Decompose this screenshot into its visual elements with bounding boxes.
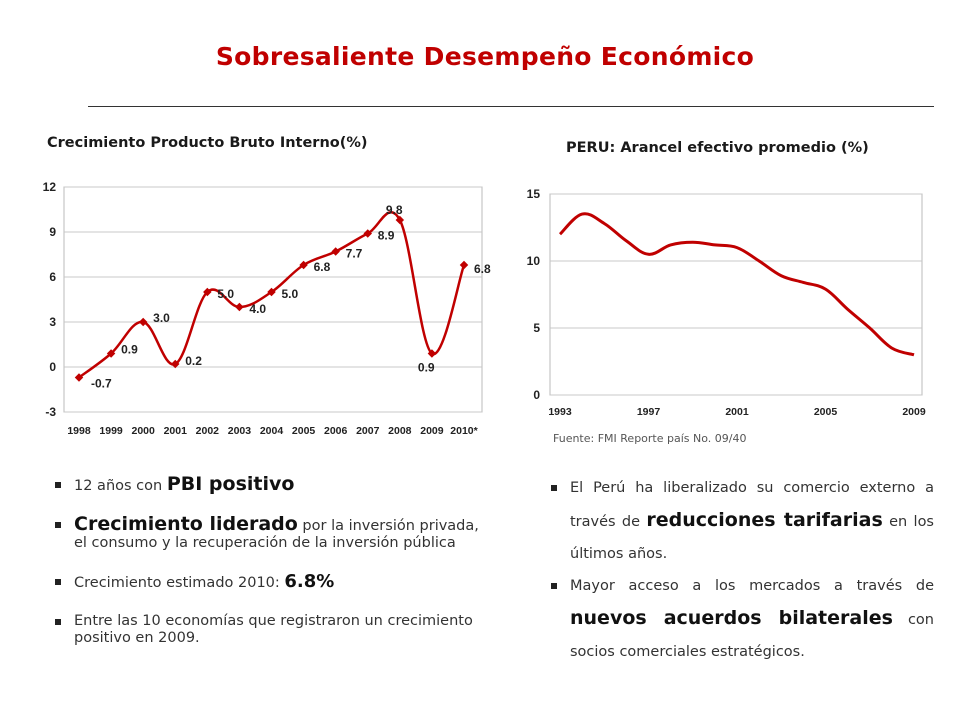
gdp-x-tick-label: 2007 xyxy=(356,425,380,437)
gdp-point xyxy=(363,229,372,238)
gdp-point xyxy=(427,349,437,358)
tariff-x-tick-label: 2001 xyxy=(725,406,749,418)
gdp-data-label: 9.8 xyxy=(386,203,403,217)
gdp-point xyxy=(299,260,308,270)
gdp-x-tick-label: 2005 xyxy=(292,425,316,437)
tariff-series-line xyxy=(558,212,915,357)
gdp-y-tick-label: 6 xyxy=(49,270,56,284)
gdp-x-tick-label: 2006 xyxy=(324,425,348,437)
tariff-x-tick-label: 2005 xyxy=(814,406,838,418)
bullet-item: 12 años con PBI positivo xyxy=(52,475,492,495)
tariff-y-tick-label: 10 xyxy=(527,254,541,268)
tariff-y-tick-label: 15 xyxy=(527,187,541,201)
gdp-bullet-list: 12 años con PBI positivo Crecimiento lid… xyxy=(52,475,492,668)
title-divider xyxy=(88,106,934,107)
gdp-point xyxy=(459,260,469,270)
tariff-chart: 15 10 5 0 1993 1997 2001 2005 2009 xyxy=(527,187,926,418)
bullet-item: El Perú ha liberalizado su comercio exte… xyxy=(548,472,934,570)
gdp-point xyxy=(138,317,148,327)
gdp-x-tick-label: 2009 xyxy=(420,425,444,437)
gdp-y-tick-label: 3 xyxy=(49,315,56,329)
gdp-x-tick-label: 2003 xyxy=(228,425,252,437)
tariff-chart-title: PERU: Arancel efectivo promedio (%) xyxy=(566,140,869,156)
gdp-x-tick-label: 2010* xyxy=(450,425,478,437)
tariff-y-tick-label: 0 xyxy=(533,388,540,402)
gdp-point xyxy=(171,359,180,369)
bullet-item: Mayor acceso a los mercados a través de … xyxy=(548,570,934,668)
gdp-point xyxy=(203,287,212,297)
gdp-x-tick-label: 1999 xyxy=(99,425,123,437)
gdp-point xyxy=(267,287,276,297)
bullet-item: Crecimiento liderado por la inversión pr… xyxy=(52,515,492,552)
tariff-x-tick-label: 1997 xyxy=(637,406,661,418)
gdp-plot-area xyxy=(63,186,483,413)
gdp-y-tick-label: 9 xyxy=(49,225,56,239)
gdp-x-tick-label: 2001 xyxy=(164,425,188,437)
gdp-point xyxy=(74,373,84,382)
gdp-data-label: 7.7 xyxy=(346,247,363,261)
tariff-x-tick-label: 2009 xyxy=(902,406,926,418)
gdp-y-tick-label: -3 xyxy=(45,405,56,419)
gdp-x-tick-label: 2002 xyxy=(196,425,220,437)
gdp-data-label: 0.9 xyxy=(121,343,138,357)
gdp-data-label: 5.0 xyxy=(217,287,234,301)
gdp-data-label: 0.2 xyxy=(185,354,202,368)
bullet-item: Entre las 10 economías que registraron u… xyxy=(52,613,492,647)
gdp-x-tick-label: 2000 xyxy=(131,425,155,437)
page-title: Sobresaliente Desempeño Económico xyxy=(215,42,755,71)
gdp-data-label: 3.0 xyxy=(153,311,170,325)
gdp-chart-title: Crecimiento Producto Bruto Interno(%) xyxy=(47,135,368,151)
gdp-point xyxy=(395,215,405,225)
gdp-data-label: 5.0 xyxy=(282,287,299,301)
tariff-bullet-list: El Perú ha liberalizado su comercio exte… xyxy=(548,472,934,668)
bullet-item: Crecimiento estimado 2010: 6.8% xyxy=(52,573,492,592)
gdp-y-tick-label: 12 xyxy=(43,180,57,194)
gdp-x-tick-label: 1998 xyxy=(67,425,91,437)
tariff-x-tick-label: 1993 xyxy=(548,406,572,418)
gdp-chart: 12 9 6 3 0 -3 1998 1999 2000 2001 2002 2003 2004 2005… xyxy=(43,180,491,437)
gdp-data-label: 4.0 xyxy=(249,302,266,316)
gdp-x-tick-label: 2008 xyxy=(388,425,412,437)
gdp-data-label: 0.9 xyxy=(418,361,435,375)
gdp-x-tick-label: 2004 xyxy=(260,425,284,437)
gdp-series-line xyxy=(78,211,466,379)
gdp-data-label: -0.7 xyxy=(91,377,112,391)
gdp-point xyxy=(331,247,340,256)
gdp-point xyxy=(106,349,116,358)
gdp-data-label: 6.8 xyxy=(314,260,331,274)
gdp-data-label: 8.9 xyxy=(378,229,395,243)
gdp-data-label: 6.8 xyxy=(474,262,491,276)
gdp-point xyxy=(235,302,244,312)
tariff-y-tick-label: 5 xyxy=(533,321,540,335)
gdp-y-tick-label: 0 xyxy=(49,360,56,374)
tariff-source-note: Fuente: FMI Reporte país No. 09/40 xyxy=(553,432,747,445)
